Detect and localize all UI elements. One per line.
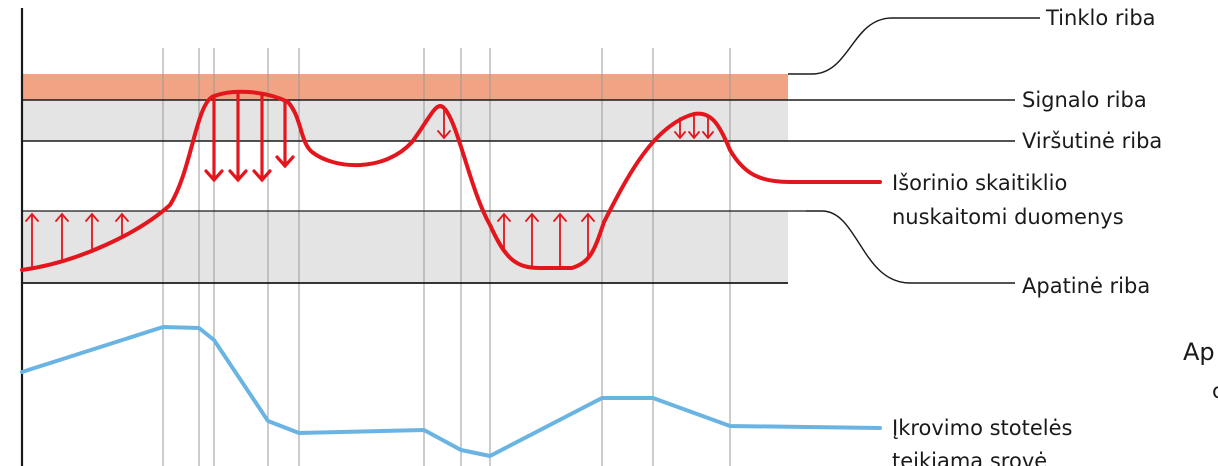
grid-limit-leader bbox=[788, 17, 1040, 75]
reduce-arrows-small bbox=[437, 107, 714, 140]
lower-grey-band bbox=[22, 211, 788, 283]
meter-label-line2: nuskaitomi duomenys bbox=[892, 205, 1124, 229]
current-label-line1: Įkrovimo stotelės bbox=[892, 416, 1073, 440]
meter-label-line1: Išorinio skaitiklio bbox=[892, 171, 1067, 195]
upper-limit-label: Viršutinė riba bbox=[1022, 129, 1162, 153]
side-cut-title: Ap bbox=[1183, 338, 1215, 366]
side-cut-sub: c bbox=[1212, 379, 1218, 403]
reduce-arrows-large bbox=[204, 91, 295, 183]
upper-grey-band bbox=[22, 100, 788, 141]
lower-limit-leader bbox=[806, 210, 1015, 284]
lower-limit-label: Apatinė riba bbox=[1022, 274, 1150, 298]
signal-limit-label: Signalo riba bbox=[1022, 88, 1147, 112]
grid-limit-label: Tinklo riba bbox=[1045, 6, 1156, 30]
current-label-line2: teikiama srovė bbox=[892, 449, 1047, 466]
charging-current-curve bbox=[20, 325, 882, 458]
increase-arrows bbox=[25, 212, 595, 269]
grid-limit-band bbox=[22, 74, 788, 100]
